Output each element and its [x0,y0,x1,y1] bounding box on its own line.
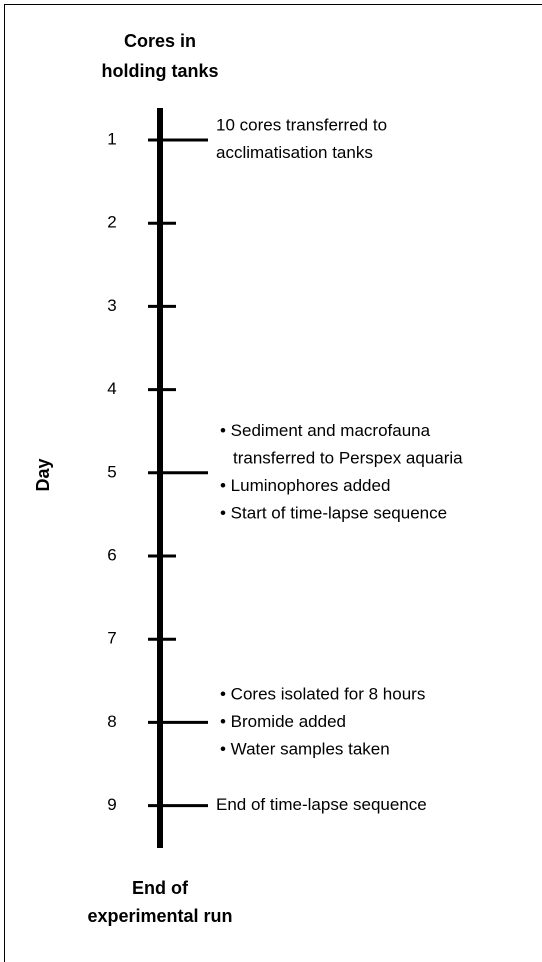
event-text: 10 cores transferred to [216,116,387,135]
event-text: • Cores isolated for 8 hours [220,684,425,703]
top-label: Cores in [124,31,196,51]
top-label: holding tanks [102,61,219,81]
event-text: • Sediment and macrofauna [220,421,431,440]
event-text: transferred to Perspex aquaria [233,449,463,468]
day-label: 7 [107,629,116,648]
day-label: 1 [107,129,116,148]
event-text: End of time-lapse sequence [216,795,427,814]
event-text: • Bromide added [220,712,346,731]
day-label: 6 [107,545,116,564]
event-text: • Water samples taken [220,739,390,758]
day-label: 5 [107,462,116,481]
day-label: 2 [107,213,116,232]
day-label: 4 [107,379,116,398]
event-text: • Start of time-lapse sequence [220,504,447,523]
bottom-label: End of [132,878,189,898]
day-label: 8 [107,712,116,731]
day-label: 3 [107,296,116,315]
axis-label: Day [33,458,53,491]
event-text: • Luminophores added [220,476,390,495]
bottom-label: experimental run [87,906,232,926]
day-label: 9 [107,795,116,814]
event-text: acclimatisation tanks [216,143,373,162]
